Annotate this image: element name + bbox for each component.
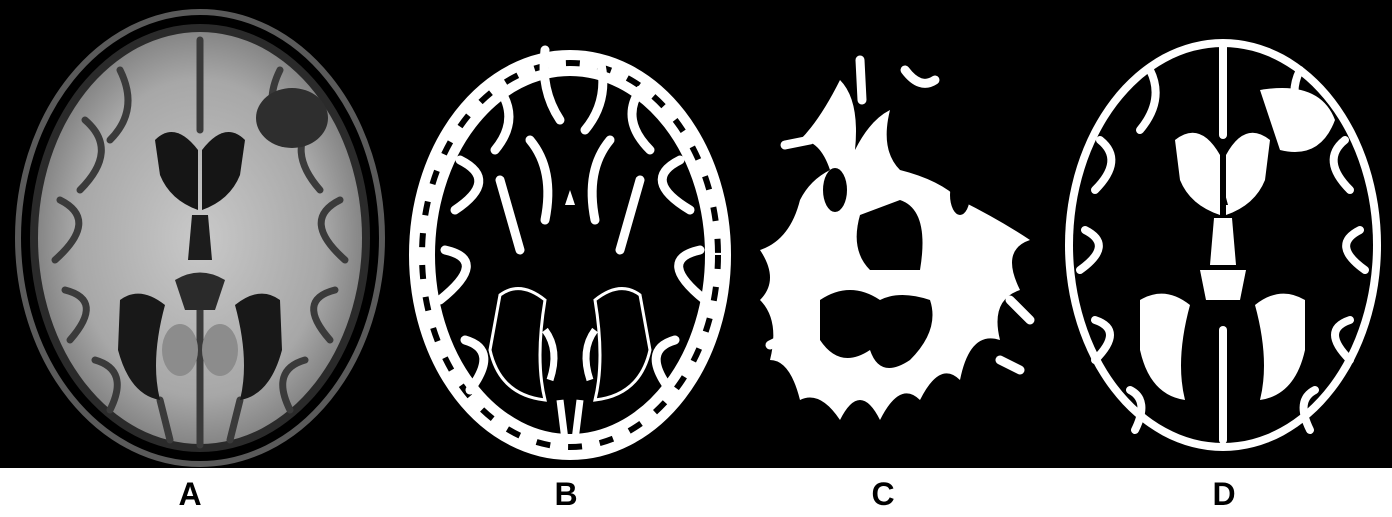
panel-d-segmentation-image <box>1065 39 1381 451</box>
panel-d-label: D <box>1212 476 1236 512</box>
image-strip <box>0 0 1392 468</box>
panel-b-label: B <box>554 476 578 512</box>
panel-a-mri-image <box>15 9 385 467</box>
panel-b-segmentation-image <box>409 45 731 460</box>
brain-slices-figure <box>15 9 1381 467</box>
panel-c-label: C <box>871 476 895 512</box>
panel-c-segmentation-image <box>760 55 1035 420</box>
panel-a-label: A <box>178 476 202 512</box>
